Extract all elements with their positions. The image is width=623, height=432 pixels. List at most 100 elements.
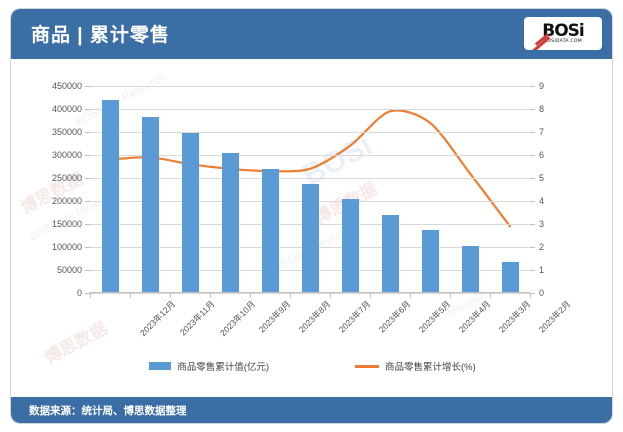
x-axis-tick	[450, 293, 451, 298]
y-axis-left-tick	[85, 132, 90, 133]
gridline	[90, 86, 530, 87]
y-axis-right-label: 8	[539, 104, 545, 114]
gridline	[90, 178, 530, 179]
bosi-logo: BOSi BOSIDATA.COM	[524, 17, 602, 50]
x-axis-tick	[130, 293, 131, 298]
chart-legend: 商品零售累计值(亿元) 商品零售累计增长(%)	[11, 359, 612, 373]
y-axis-left-label: 250000	[51, 173, 82, 183]
legend-swatch-bar-icon	[149, 362, 172, 370]
legend-item-retail-growth[interactable]: 商品零售累计增长(%)	[355, 359, 476, 373]
bar[interactable]	[421, 230, 439, 292]
y-axis-right-tick	[530, 155, 535, 156]
gridline	[90, 155, 530, 156]
logo-wordmark: BOSi	[542, 20, 584, 41]
plot-area: 0 50000 100000 150000 200000 250000 300000 3500…	[52, 81, 572, 338]
data-source-text: 数据来源：统计局、博思数据整理	[29, 405, 187, 417]
y-axis-right-tick	[530, 247, 535, 248]
y-axis-left-label: 150000	[51, 219, 82, 229]
y-axis-right-tick	[530, 109, 535, 110]
x-axis-label: 2023年9月	[256, 298, 293, 335]
x-axis-tick	[530, 293, 531, 298]
y-axis-left-tick	[85, 224, 90, 225]
card-footer: 数据来源：统计局、博思数据整理	[11, 397, 612, 423]
bar[interactable]	[181, 133, 199, 292]
y-axis-right-tick	[530, 224, 535, 225]
y-axis-left-label: 100000	[51, 242, 82, 252]
y-axis-right-tick	[530, 270, 535, 271]
y-axis-left-label: 450000	[51, 81, 82, 91]
bar[interactable]	[501, 262, 519, 292]
y-axis-right-label: 3	[539, 219, 545, 229]
y-axis-right-label: 7	[539, 127, 545, 137]
y-axis-left-tick	[85, 293, 90, 294]
gridline	[90, 132, 530, 133]
x-axis-tick	[210, 293, 211, 298]
legend-label: 商品零售累计增长(%)	[385, 362, 476, 373]
x-axis-tick	[250, 293, 251, 298]
y-axis-left-label: 200000	[51, 196, 82, 206]
y-axis-right-tick	[530, 132, 535, 133]
growth-line-path	[108, 109, 512, 228]
y-axis-left-label: 350000	[51, 127, 82, 137]
y-axis-left-tick	[85, 155, 90, 156]
y-axis-right-label: 9	[539, 81, 545, 91]
y-axis-left-label: 0	[76, 288, 82, 298]
x-axis-tick	[370, 293, 371, 298]
x-axis-label: 2023年4月	[456, 298, 493, 335]
x-axis-line	[90, 292, 530, 293]
x-axis-label: 2023年5月	[416, 298, 453, 335]
bar[interactable]	[301, 184, 319, 292]
x-axis-label: 2023年2月	[536, 298, 573, 335]
growth-line-series	[108, 109, 512, 228]
legend-item-retail-value[interactable]: 商品零售累计值(亿元)	[149, 359, 269, 373]
chart-card: 商品 | 累计零售 BOSi BOSIDATA.COM 博思数据 BOSiDat…	[10, 8, 613, 424]
bar[interactable]	[141, 117, 159, 292]
x-axis-tick	[490, 293, 491, 298]
y-axis-left-label: 400000	[51, 104, 82, 114]
y-axis-right-label: 1	[539, 265, 545, 275]
x-axis-tick	[90, 293, 91, 298]
y-axis-right-label: 2	[539, 242, 545, 252]
y-axis-left-tick	[85, 86, 90, 87]
page-title: 商品 | 累计零售	[31, 25, 170, 46]
x-axis-label: 2023年8月	[296, 298, 333, 335]
y-axis-right-tick	[530, 86, 535, 87]
bar[interactable]	[461, 246, 479, 292]
y-axis-right-tick	[530, 201, 535, 202]
y-axis-left-tick	[85, 178, 90, 179]
x-axis-tick	[290, 293, 291, 298]
chart-body: 博思数据 BOSiData Research BOSi 博思数据 BOSiDat…	[11, 59, 612, 399]
y-axis-right-label: 5	[539, 173, 545, 183]
bar[interactable]	[101, 100, 119, 292]
bar[interactable]	[261, 168, 279, 292]
x-axis-tick	[170, 293, 171, 298]
y-axis-left-tick	[85, 201, 90, 202]
bar[interactable]	[381, 214, 399, 292]
x-axis-label: 2023年12月	[137, 298, 178, 338]
y-axis-right-label: 0	[539, 288, 545, 298]
y-axis-left-tick	[85, 247, 90, 248]
y-axis-left-tick	[85, 109, 90, 110]
y-axis-right-tick	[530, 293, 535, 294]
card-header: 商品 | 累计零售 BOSi BOSIDATA.COM	[11, 9, 612, 59]
x-axis-label: 2023年7月	[336, 298, 373, 335]
x-axis-tick	[330, 293, 331, 298]
x-axis-label: 2023年11月	[177, 298, 217, 338]
y-axis-right-tick	[530, 178, 535, 179]
y-axis-left-label: 50000	[56, 265, 82, 275]
gridline	[90, 109, 530, 110]
y-axis-left-tick	[85, 270, 90, 271]
logo-domain: BOSIDATA.COM	[544, 38, 582, 44]
y-axis-left-label: 300000	[51, 150, 82, 160]
x-axis-label: 2023年6月	[376, 298, 413, 335]
x-axis-label: 2023年3月	[496, 298, 533, 335]
y-axis-right-label: 6	[539, 150, 545, 160]
legend-label: 商品零售累计值(亿元)	[177, 362, 270, 373]
x-axis-label: 2023年10月	[217, 298, 258, 338]
x-axis-tick	[410, 293, 411, 298]
gridline	[90, 293, 530, 294]
y-axis-right-label: 4	[539, 196, 545, 206]
bar[interactable]	[341, 199, 359, 292]
bar[interactable]	[221, 152, 239, 292]
